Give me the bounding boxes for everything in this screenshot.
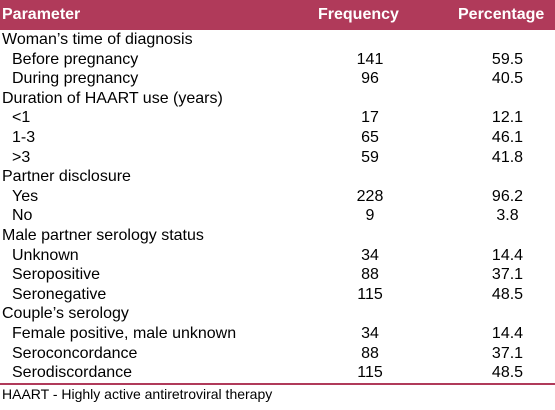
group-label: Partner disclosure: [2, 168, 131, 186]
frequency-cell: 115: [357, 285, 383, 303]
frequency-cell: 96: [361, 70, 379, 88]
percentage-cell: 14.4: [491, 246, 524, 264]
table-row: Seronegative 115 48.5: [0, 285, 555, 305]
parameter-cell: Female positive, male unknown: [12, 324, 237, 342]
parameter-cell: <1: [12, 109, 31, 127]
table-row: Seroconcordance 88 37.1: [0, 344, 555, 364]
table-group-row: Partner disclosure: [0, 167, 555, 187]
table-row: Before pregnancy 141 59.5: [0, 50, 555, 70]
percentage-cell: 3.8: [496, 207, 519, 225]
group-label: Male partner serology status: [2, 226, 204, 244]
frequency-cell: 65: [361, 128, 379, 146]
parameter-cell: Seronegative: [12, 285, 107, 303]
table-row: Female positive, male unknown 34 14.4: [0, 324, 555, 344]
table-row: 1-3 65 46.1: [0, 128, 555, 148]
parameter-cell: Unknown: [12, 246, 79, 264]
frequency-cell: 88: [361, 266, 379, 284]
percentage-cell: 40.5: [491, 70, 524, 88]
table-group-row: Couple’s serology: [0, 304, 555, 324]
frequency-cell: 34: [361, 324, 379, 342]
table-row: <1 17 12.1: [0, 108, 555, 128]
table-footnote: HAART - Highly active antiretroviral the…: [2, 385, 273, 402]
frequency-cell: 9: [365, 207, 375, 225]
bottom-rule: [0, 382, 555, 385]
header-parameter: Parameter: [2, 6, 81, 23]
table-row: Serodiscordance 115 48.5: [0, 363, 555, 383]
table-group-row: Woman’s time of diagnosis: [0, 30, 555, 50]
parameter-cell: During pregnancy: [12, 70, 139, 88]
table-header: Parameter Frequency Percentage: [0, 2, 555, 30]
table-row: During pregnancy 96 40.5: [0, 69, 555, 89]
table-group-row: Duration of HAART use (years): [0, 89, 555, 109]
percentage-cell: 41.8: [491, 148, 524, 166]
frequency-cell: 141: [356, 50, 384, 68]
frequency-cell: 228: [356, 187, 384, 205]
table-row: Unknown 34 14.4: [0, 246, 555, 266]
percentage-cell: 14.4: [491, 324, 524, 342]
table-row: No 9 3.8: [0, 206, 555, 226]
table-row: Seropositive 88 37.1: [0, 265, 555, 285]
top-rule: [0, 0, 555, 2]
header-percentage: Percentage: [458, 6, 545, 23]
parameter-cell: Yes: [12, 187, 39, 205]
table-row: >3 59 41.8: [0, 148, 555, 168]
frequency-cell: 59: [361, 148, 379, 166]
percentage-cell: 12.1: [491, 109, 524, 127]
percentage-cell: 48.5: [491, 285, 524, 303]
frequency-cell: 115: [357, 364, 383, 382]
parameter-cell: Seroconcordance: [12, 344, 138, 362]
percentage-cell: 37.1: [491, 266, 524, 284]
table-group-row: Male partner serology status: [0, 226, 555, 246]
header-frequency: Frequency: [318, 6, 399, 23]
parameter-cell: 1-3: [12, 128, 36, 146]
parameter-cell: Before pregnancy: [12, 50, 139, 68]
frequency-cell: 34: [361, 246, 379, 264]
frequency-cell: 17: [361, 109, 379, 127]
group-label: Duration of HAART use (years): [2, 89, 223, 107]
percentage-cell: 46.1: [491, 128, 524, 146]
parameter-cell: No: [12, 207, 33, 225]
percentage-cell: 48.5: [491, 364, 524, 382]
frequency-cell: 88: [361, 344, 379, 362]
group-label: Couple’s serology: [2, 305, 129, 323]
percentage-cell: 96.2: [491, 187, 524, 205]
percentage-cell: 59.5: [491, 50, 524, 68]
parameter-cell: Serodiscordance: [12, 364, 133, 382]
percentage-cell: 37.1: [491, 344, 524, 362]
parameter-cell: >3: [12, 148, 31, 166]
table-row: Yes 228 96.2: [0, 187, 555, 207]
parameter-cell: Seropositive: [12, 266, 101, 284]
group-label: Woman’s time of diagnosis: [2, 31, 193, 48]
table-body: Woman’s time of diagnosis Before pregnanc…: [0, 30, 555, 383]
